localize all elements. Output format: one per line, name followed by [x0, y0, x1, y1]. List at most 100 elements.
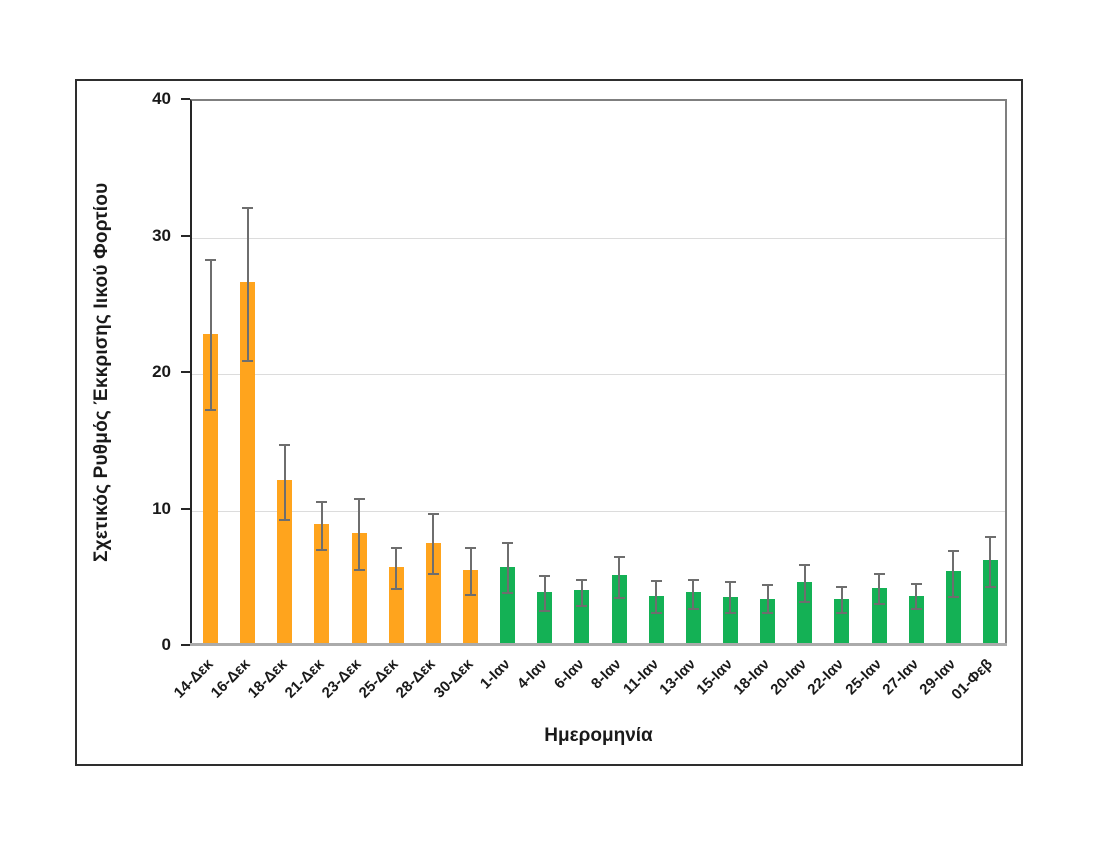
error-bar-cap-low-20-Ιαν [799, 601, 811, 604]
error-bar-cap-low-13-Ιαν [687, 608, 699, 611]
error-bar-line-30-Δεκ [469, 547, 472, 597]
error-bar-cap-high-6-Ιαν [576, 578, 588, 581]
error-bar-cap-high-18-Δεκ [279, 443, 291, 446]
bar-22-Ιαν [834, 598, 850, 645]
error-bar-cap-low-25-Δεκ [390, 587, 402, 590]
error-bar-line-18-Ιαν [766, 584, 769, 615]
error-bar-cap-high-16-Δεκ [242, 207, 254, 210]
x-tick-label-18-Δεκ: 18-Δεκ [244, 655, 291, 702]
error-bar-line-01-Φεβ [989, 536, 992, 589]
x-tick-label-16-Δεκ: 16-Δεκ [207, 655, 254, 702]
bar-16-Δεκ [240, 281, 256, 645]
x-tick-label-25-Ιαν: 25-Ιαν [841, 655, 885, 699]
bar-23-Δεκ [351, 533, 367, 645]
error-bar-line-25-Δεκ [395, 547, 398, 590]
bar-8-Ιαν [611, 575, 627, 645]
error-bar-cap-low-28-Δεκ [427, 572, 439, 575]
error-bar-cap-low-22-Ιαν [836, 612, 848, 615]
x-tick-label-6-Ιαν: 6-Ιαν [550, 655, 588, 693]
x-tick-label-01-Φεβ: 01-Φεβ [948, 655, 997, 704]
error-bar-line-18-Δεκ [283, 443, 286, 522]
error-bar-cap-low-6-Ιαν [576, 605, 588, 608]
error-bar-line-13-Ιαν [692, 578, 695, 611]
error-bar-cap-low-1-Ιαν [502, 591, 514, 594]
y-tick-label-20: 20 [152, 362, 171, 381]
error-bar-cap-high-1-Ιαν [502, 541, 514, 544]
error-bar-cap-low-15-Ιαν [724, 612, 736, 615]
bar-4-Ιαν [537, 591, 553, 645]
error-bar-cap-high-27-Ιαν [910, 582, 922, 585]
x-tick-label-30-Δεκ: 30-Δεκ [430, 655, 477, 702]
error-bar-cap-low-25-Ιαν [873, 602, 885, 605]
bar-15-Ιαν [722, 597, 738, 645]
x-tick-label-13-Ιαν: 13-Ιαν [656, 655, 700, 699]
x-tick-label-22-Ιαν: 22-Ιαν [804, 655, 848, 699]
y-tick-label-40: 40 [152, 89, 171, 108]
error-bar-cap-high-14-Δεκ [205, 259, 217, 262]
x-tick-label-11-Ιαν: 11-Ιαν [619, 655, 662, 698]
error-bar-cap-high-01-Φεβ [984, 536, 996, 539]
x-tick-label-14-Δεκ: 14-Δεκ [170, 655, 217, 702]
gridline-30 [192, 237, 1005, 239]
error-bar-line-29-Ιαν [952, 550, 955, 598]
error-bar-cap-high-21-Δεκ [316, 500, 328, 503]
error-bar-cap-high-25-Ιαν [873, 573, 885, 576]
gridline-20 [192, 374, 1005, 375]
x-axis-line [190, 643, 1007, 646]
error-bar-cap-low-27-Ιαν [910, 608, 922, 611]
x-tick-label-25-Δεκ: 25-Δεκ [355, 655, 402, 702]
error-bar-cap-high-25-Δεκ [390, 547, 402, 550]
error-bar-cap-low-14-Δεκ [205, 408, 217, 411]
x-tick-label-23-Δεκ: 23-Δεκ [318, 655, 365, 702]
error-bar-line-8-Ιαν [618, 555, 621, 600]
bar-14-Δεκ [203, 333, 219, 645]
error-bar-cap-low-16-Δεκ [242, 359, 254, 362]
error-bar-cap-high-20-Ιαν [799, 563, 811, 566]
error-bar-cap-high-23-Δεκ [353, 498, 365, 501]
error-bar-cap-high-15-Ιαν [724, 581, 736, 584]
bar-29-Ιαν [945, 571, 961, 645]
error-bar-cap-low-30-Δεκ [465, 594, 477, 597]
error-bar-cap-low-29-Ιαν [947, 595, 959, 598]
x-tick-label-20-Ιαν: 20-Ιαν [767, 655, 811, 699]
x-axis-title: Ημερομηνία [544, 725, 653, 746]
y-tick-label-0: 0 [161, 635, 171, 654]
error-bar-line-6-Ιαν [580, 578, 583, 608]
x-tick-label-4-Ιαν: 4-Ιαν [513, 655, 551, 693]
error-bar-line-25-Ιαν [878, 573, 881, 605]
error-bar-cap-low-11-Ιαν [650, 612, 662, 615]
error-bar-line-16-Δεκ [246, 207, 249, 362]
error-bar-cap-high-30-Δεκ [465, 547, 477, 550]
error-bar-line-14-Δεκ [209, 259, 212, 411]
bar-20-Ιαν [797, 582, 813, 645]
error-bar-cap-high-22-Ιαν [836, 585, 848, 588]
error-bar-cap-low-18-Ιαν [762, 612, 774, 615]
y-axis-tick-0 [181, 644, 190, 646]
x-tick-label-1-Ιαν: 1-Ιαν [476, 655, 514, 693]
x-tick-label-18-Ιαν: 18-Ιαν [730, 655, 774, 699]
bar-18-Ιαν [760, 598, 776, 645]
error-bar-line-21-Δεκ [320, 500, 323, 552]
error-bar-cap-low-8-Ιαν [613, 597, 625, 600]
plot-area [190, 99, 1007, 646]
x-tick-label-27-Ιαν: 27-Ιαν [879, 655, 922, 699]
error-bar-cap-low-4-Ιαν [539, 609, 551, 612]
x-tick-label-8-Ιαν: 8-Ιαν [587, 655, 625, 693]
error-bar-line-15-Ιαν [729, 581, 732, 615]
error-bar-cap-high-4-Ιαν [539, 574, 551, 577]
error-bar-cap-high-28-Δεκ [427, 513, 439, 516]
error-bar-line-11-Ιαν [655, 580, 658, 615]
bar-6-Ιαν [574, 590, 590, 645]
y-tick-label-30: 30 [152, 225, 171, 245]
error-bar-cap-low-21-Δεκ [316, 549, 328, 552]
y-axis-tick-10 [181, 507, 190, 510]
error-bar-cap-high-29-Ιαν [947, 550, 959, 553]
error-bar-cap-low-18-Δεκ [279, 519, 291, 522]
error-bar-line-1-Ιαν [506, 541, 509, 594]
bar-25-Ιαν [871, 587, 887, 645]
error-bar-cap-high-8-Ιαν [613, 555, 625, 558]
bar-28-Δεκ [425, 542, 441, 645]
bar-25-Δεκ [388, 567, 404, 645]
error-bar-line-4-Ιαν [543, 574, 546, 612]
